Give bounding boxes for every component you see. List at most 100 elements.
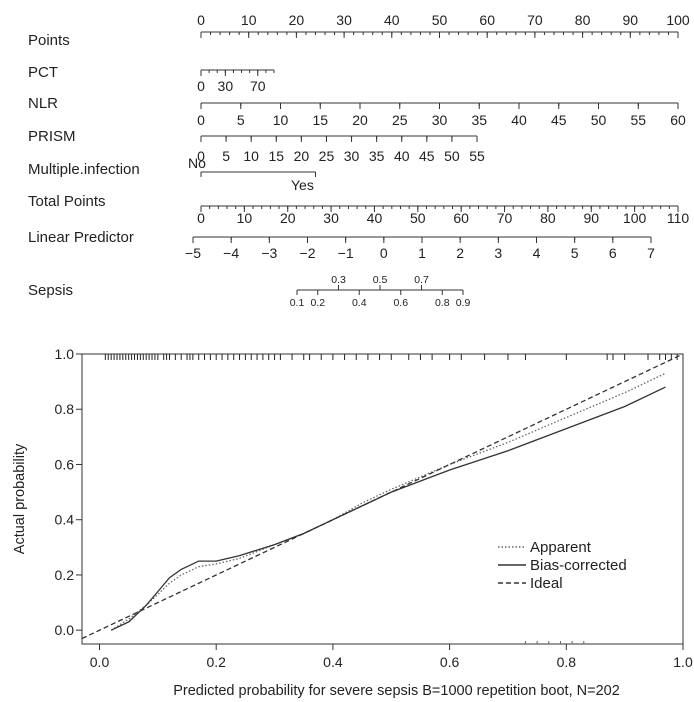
tick-label: 10	[243, 148, 259, 164]
tick-label: 50	[432, 12, 448, 28]
series-line	[110, 386, 666, 631]
y-tick-label: 0.4	[55, 512, 75, 528]
row-label: Sepsis	[28, 282, 73, 299]
tick-label: 80	[575, 12, 591, 28]
y-tick-label: 0.6	[55, 456, 75, 472]
tick-label: 0	[197, 78, 205, 94]
tick-label: 0	[197, 148, 205, 164]
tick-label: 10	[241, 12, 257, 28]
x-tick-label: 0.6	[440, 654, 460, 670]
nomogram-row: NLR 0 5 10 15 20 25 30 35 40 45 50 55 60	[28, 95, 686, 128]
tick-label: 60	[670, 112, 686, 128]
calibration-plot: 0.0 0.2 0.4 0.6 0.8 1.0 0.0 0.2 0.4 0.6 0.8 1.0 Pred…	[12, 346, 693, 699]
tick-label: 0.9	[456, 297, 471, 309]
tick-label: Yes	[291, 177, 314, 193]
nomogram-row: Total Points 0 10 20 30 40 50 60 70 80 90 100 110	[28, 193, 689, 226]
row-label: Total Points	[28, 193, 106, 210]
tick-label: 0.5	[373, 274, 388, 286]
tick-label: 70	[527, 12, 543, 28]
x-tick-label: 0.8	[557, 654, 577, 670]
row-label: PRISM	[28, 128, 76, 145]
y-tick-label: 0.8	[55, 401, 75, 417]
tick-label: 35	[369, 148, 385, 164]
tick-label: 60	[453, 210, 469, 226]
series-line	[81, 353, 684, 640]
x-tick-label: 0.0	[90, 654, 110, 670]
nomogram-row: PCT 0 30 70	[28, 64, 275, 94]
nomogram-row: Multiple.infection No Yes	[28, 155, 316, 193]
tick-label: 0.3	[331, 274, 346, 286]
tick-label: 0	[380, 245, 388, 261]
tick-label: 5	[222, 148, 230, 164]
tick-label: 10	[237, 210, 253, 226]
tick-label: 40	[367, 210, 383, 226]
x-axis-label: Predicted probability for severe sepsis …	[173, 683, 620, 699]
tick-label: 6	[609, 245, 617, 261]
y-tick-label: 1.0	[55, 346, 75, 362]
legend-label: Ideal	[530, 575, 563, 592]
tick-label: 60	[479, 12, 495, 28]
tick-label: 30	[323, 210, 339, 226]
tick-label: 20	[352, 112, 368, 128]
tick-label: 35	[471, 112, 487, 128]
tick-label: 40	[511, 112, 527, 128]
tick-label: 20	[294, 148, 310, 164]
tick-label: 4	[533, 245, 541, 261]
tick-label: 0	[197, 210, 205, 226]
tick-label: 25	[319, 148, 335, 164]
tick-label: 30	[344, 148, 360, 164]
tick-label: 30	[336, 12, 352, 28]
tick-label: 55	[630, 112, 646, 128]
tick-label: 25	[392, 112, 408, 128]
tick-label: 0.8	[435, 297, 450, 309]
tick-label: −5	[185, 245, 201, 261]
legend-label: Bias-corrected	[530, 557, 627, 574]
tick-label: 0.7	[414, 274, 429, 286]
tick-label: 50	[591, 112, 607, 128]
tick-label: 45	[551, 112, 567, 128]
tick-label: 30	[432, 112, 448, 128]
tick-label: 0	[197, 112, 205, 128]
tick-label: 1	[418, 245, 426, 261]
tick-label: 70	[497, 210, 513, 226]
tick-label: −3	[261, 245, 277, 261]
tick-label: 40	[384, 12, 400, 28]
tick-label: 0.6	[393, 297, 408, 309]
tick-label: 20	[289, 12, 305, 28]
tick-label: 0.4	[352, 297, 367, 309]
nomogram-row: Sepsis 0.1 0.2 0.3 0.4 0.5 0.6 0.7 0.8 0.9	[28, 274, 470, 309]
row-label: Points	[28, 32, 70, 49]
tick-label: 2	[456, 245, 464, 261]
row-label: Multiple.infection	[28, 161, 140, 178]
tick-label: 90	[623, 12, 639, 28]
nomogram-row: PRISM 0 5 10 15 20 25 30 35 40 45 50 55	[28, 128, 485, 164]
plot-frame	[81, 353, 684, 645]
row-label: NLR	[28, 95, 58, 112]
tick-label: 20	[280, 210, 296, 226]
tick-label: 55	[469, 148, 485, 164]
tick-label: 100	[666, 12, 690, 28]
tick-label: 30	[218, 78, 234, 94]
tick-label: 70	[250, 78, 266, 94]
row-label: Linear Predictor	[28, 229, 134, 246]
tick-label: 0.1	[290, 297, 305, 309]
tick-label: 100	[623, 210, 647, 226]
tick-label: 0	[197, 12, 205, 28]
x-tick-label: 0.4	[323, 654, 343, 670]
tick-label: 10	[273, 112, 289, 128]
tick-label: 15	[268, 148, 284, 164]
y-axis-label: Actual probability	[12, 443, 28, 554]
tick-label: 110	[667, 210, 690, 226]
y-tick-label: 0.2	[55, 567, 75, 583]
tick-label: −2	[300, 245, 316, 261]
tick-label: 80	[540, 210, 556, 226]
y-tick-label: 0.0	[55, 622, 75, 638]
tick-label: 15	[312, 112, 328, 128]
tick-label: 40	[394, 148, 410, 164]
tick-label: 7	[647, 245, 655, 261]
row-label: PCT	[28, 64, 58, 81]
nomogram-row: Linear Predictor −5 −4 −3 −2 −1 0 1 2 3 4 5 6 7	[28, 229, 655, 261]
